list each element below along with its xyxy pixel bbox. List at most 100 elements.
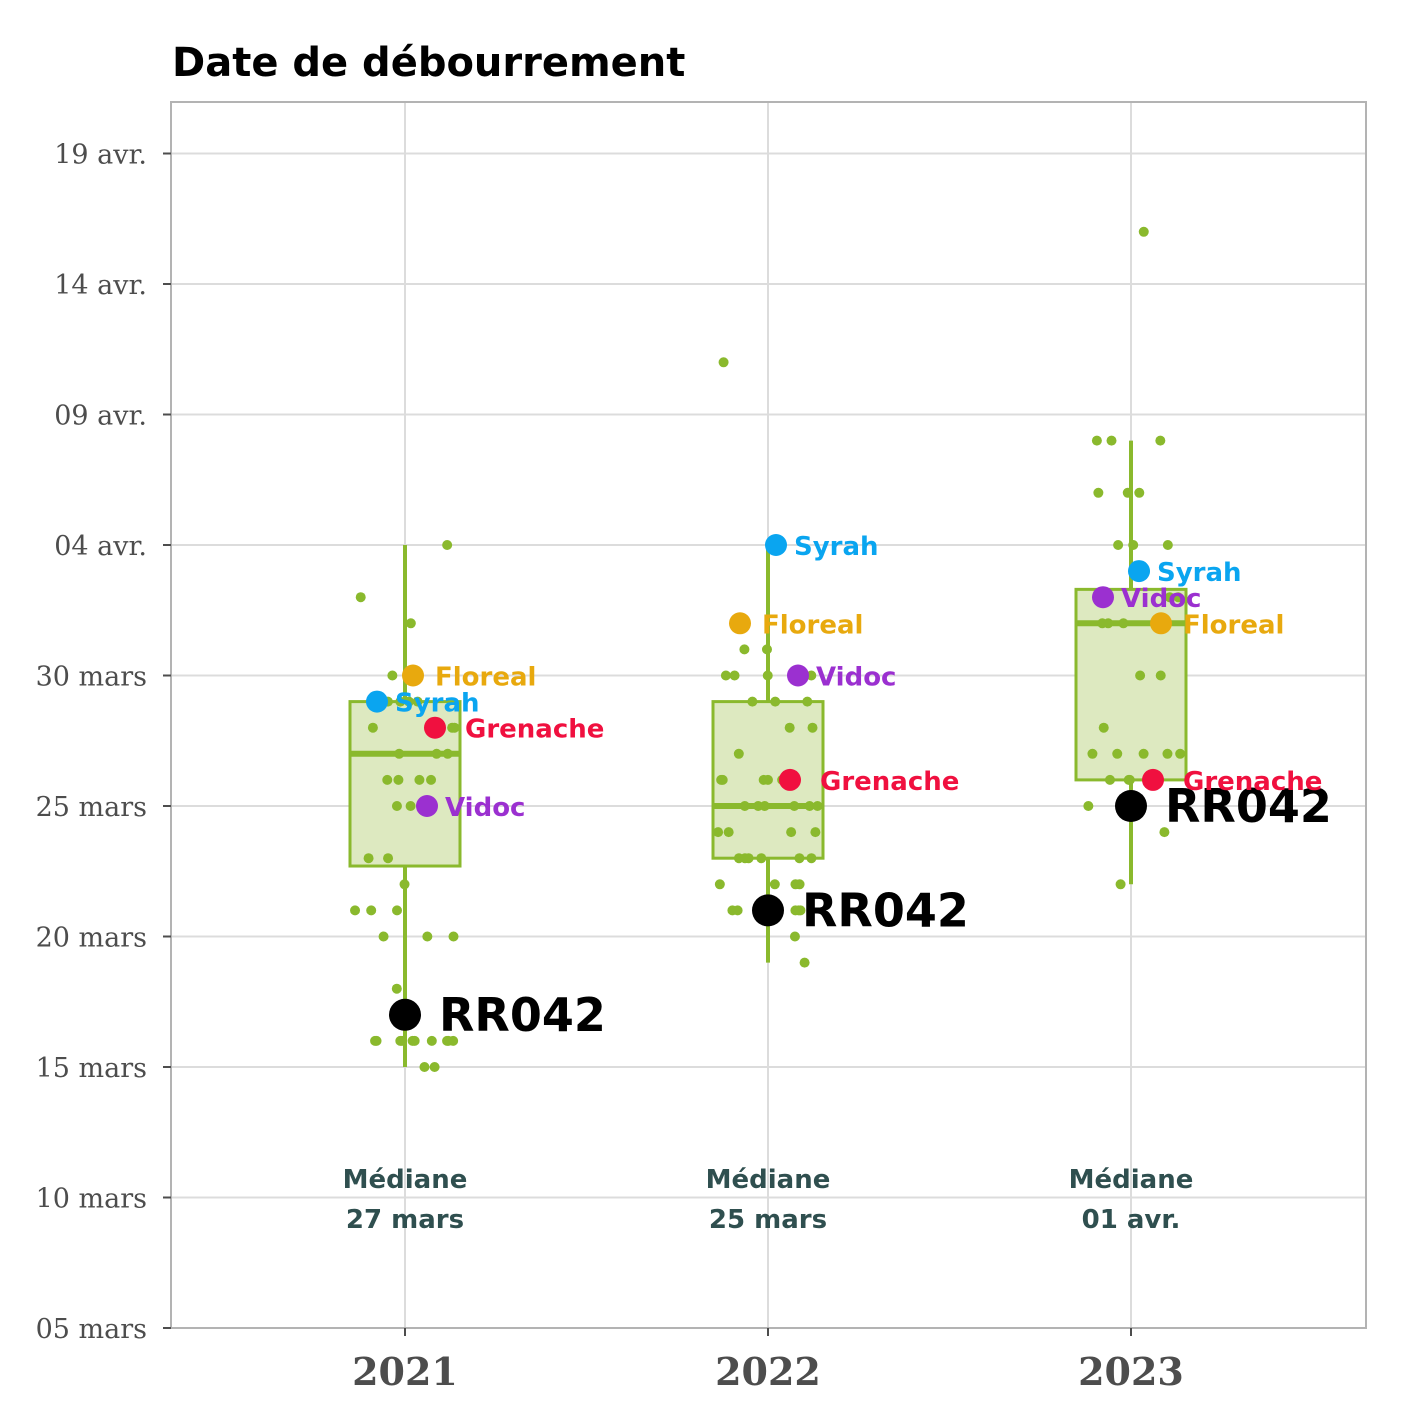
jitter-point: [366, 905, 377, 916]
jitter-point: [756, 853, 767, 864]
jitter-point: [393, 774, 404, 785]
jitter-point: [414, 774, 425, 785]
median-captions: Médiane 27 mars Médiane 25 mars Médiane 01 av…: [343, 1165, 1194, 1235]
y-tick-label: 05 mars: [36, 1314, 147, 1345]
jitter-point: [733, 748, 744, 759]
jitter-point: [1159, 827, 1170, 838]
variety-point-vidoc: [1092, 586, 1114, 609]
jitter-point: [1175, 748, 1186, 759]
variety-label-syrah: Syrah: [794, 532, 879, 562]
jitter-point: [392, 905, 403, 916]
jitter-point: [739, 644, 750, 655]
jitter-point: [786, 827, 797, 838]
variety-point-syrah: [1128, 560, 1150, 583]
y-tick-label: 15 mars: [36, 1053, 147, 1084]
y-tick-label: 30 mars: [36, 662, 147, 693]
jitter-point: [1104, 774, 1115, 785]
jitter-point: [758, 774, 769, 785]
variety-label-grenache: Grenache: [820, 767, 959, 797]
jitter-point: [1118, 618, 1129, 629]
jitter-point: [794, 853, 805, 864]
variety-point-floreal: [729, 612, 751, 635]
jitter-point: [367, 722, 378, 733]
jitter-point: [716, 774, 727, 785]
y-tick-label: 04 avr.: [54, 531, 147, 562]
variety-label-rr042: RR042: [802, 883, 969, 937]
variety-point-floreal: [402, 664, 424, 687]
y-tick-label: 20 mars: [36, 923, 147, 954]
chart-title: Date de débourrement: [172, 40, 685, 86]
jitter-point: [395, 696, 406, 707]
variety-point-grenache: [779, 768, 801, 791]
y-tick-label: 14 avr.: [54, 270, 147, 301]
jitter-point: [720, 670, 731, 681]
jitter-point: [395, 1035, 406, 1046]
median-caption-line: Médiane: [1069, 1165, 1194, 1195]
jitter-point: [391, 983, 402, 994]
median-caption-line: 25 mars: [709, 1205, 827, 1235]
jitter-point: [729, 670, 740, 681]
variety-label-syrah: Syrah: [1157, 558, 1242, 588]
jitter-point: [1138, 226, 1149, 237]
variety-label-rr042: RR042: [1165, 779, 1332, 833]
jitter-point: [1115, 879, 1126, 890]
jitter-point: [419, 1062, 430, 1072]
x-tick-label: 2022: [715, 1349, 821, 1394]
jitter-point: [422, 931, 433, 942]
variety-point-grenache: [424, 716, 446, 739]
variety-point-syrah: [765, 534, 787, 556]
x-tick-label: 2023: [1078, 1349, 1184, 1394]
axes: 05 mars 10 mars 15 mars 20 mars 25 mars 30 ma…: [36, 140, 1184, 1395]
jitter-point: [1155, 435, 1166, 446]
jitter-point: [382, 774, 393, 785]
jitter-point: [391, 801, 402, 811]
variety-point-syrah: [366, 690, 388, 713]
variety-point-rr042: [752, 894, 784, 927]
jitter-point: [442, 748, 453, 759]
jitter-point: [1091, 435, 1102, 446]
jitter-point: [431, 748, 442, 759]
jitter-point: [383, 853, 394, 864]
jitter-point: [732, 905, 743, 916]
variety-label-syrah: Syrah: [395, 689, 480, 719]
jitter-point: [1123, 774, 1134, 785]
jitter-point: [405, 618, 416, 629]
jitter-point: [442, 540, 453, 550]
x-tick-label: 2021: [352, 1349, 458, 1394]
variety-label-floreal: Floreal: [1183, 610, 1284, 640]
jitter-point: [790, 905, 801, 916]
y-tick-label: 25 mars: [36, 792, 147, 823]
jitter-point: [1083, 801, 1094, 811]
jitter-point: [1134, 487, 1145, 498]
jitter-point: [409, 1035, 420, 1046]
jitter-point: [762, 670, 773, 681]
jitter-point: [405, 801, 416, 811]
jitter-point: [1162, 748, 1173, 759]
jitter-point: [1122, 487, 1133, 498]
variety-point-rr042: [1115, 790, 1147, 822]
median-caption-line: Médiane: [706, 1165, 831, 1195]
jitter-point: [387, 670, 398, 681]
jitter-point: [799, 957, 810, 968]
median-caption-line: 01 avr.: [1082, 1205, 1181, 1235]
jitter-point: [412, 696, 423, 707]
jitter-point: [426, 774, 437, 785]
variety-label-vidoc: Vidoc: [1121, 584, 1201, 614]
jitter-point: [449, 722, 460, 733]
jitter-point: [723, 827, 734, 838]
variety-label-grenache: Grenache: [1183, 767, 1322, 797]
jitter-point: [747, 696, 758, 707]
median-caption-line: 27 mars: [346, 1205, 464, 1235]
jitter-point: [810, 827, 821, 838]
jitter-point: [1106, 435, 1117, 446]
jitter-point: [429, 1062, 440, 1072]
jitter-point: [448, 931, 459, 942]
jitter-point: [714, 879, 725, 890]
jitter-point: [363, 853, 374, 864]
variety-label-grenache: Grenache: [465, 715, 604, 745]
jitter-point: [739, 853, 750, 864]
jitter-point: [789, 801, 800, 811]
jitter-point: [761, 644, 772, 655]
jitter-point: [1155, 670, 1166, 681]
